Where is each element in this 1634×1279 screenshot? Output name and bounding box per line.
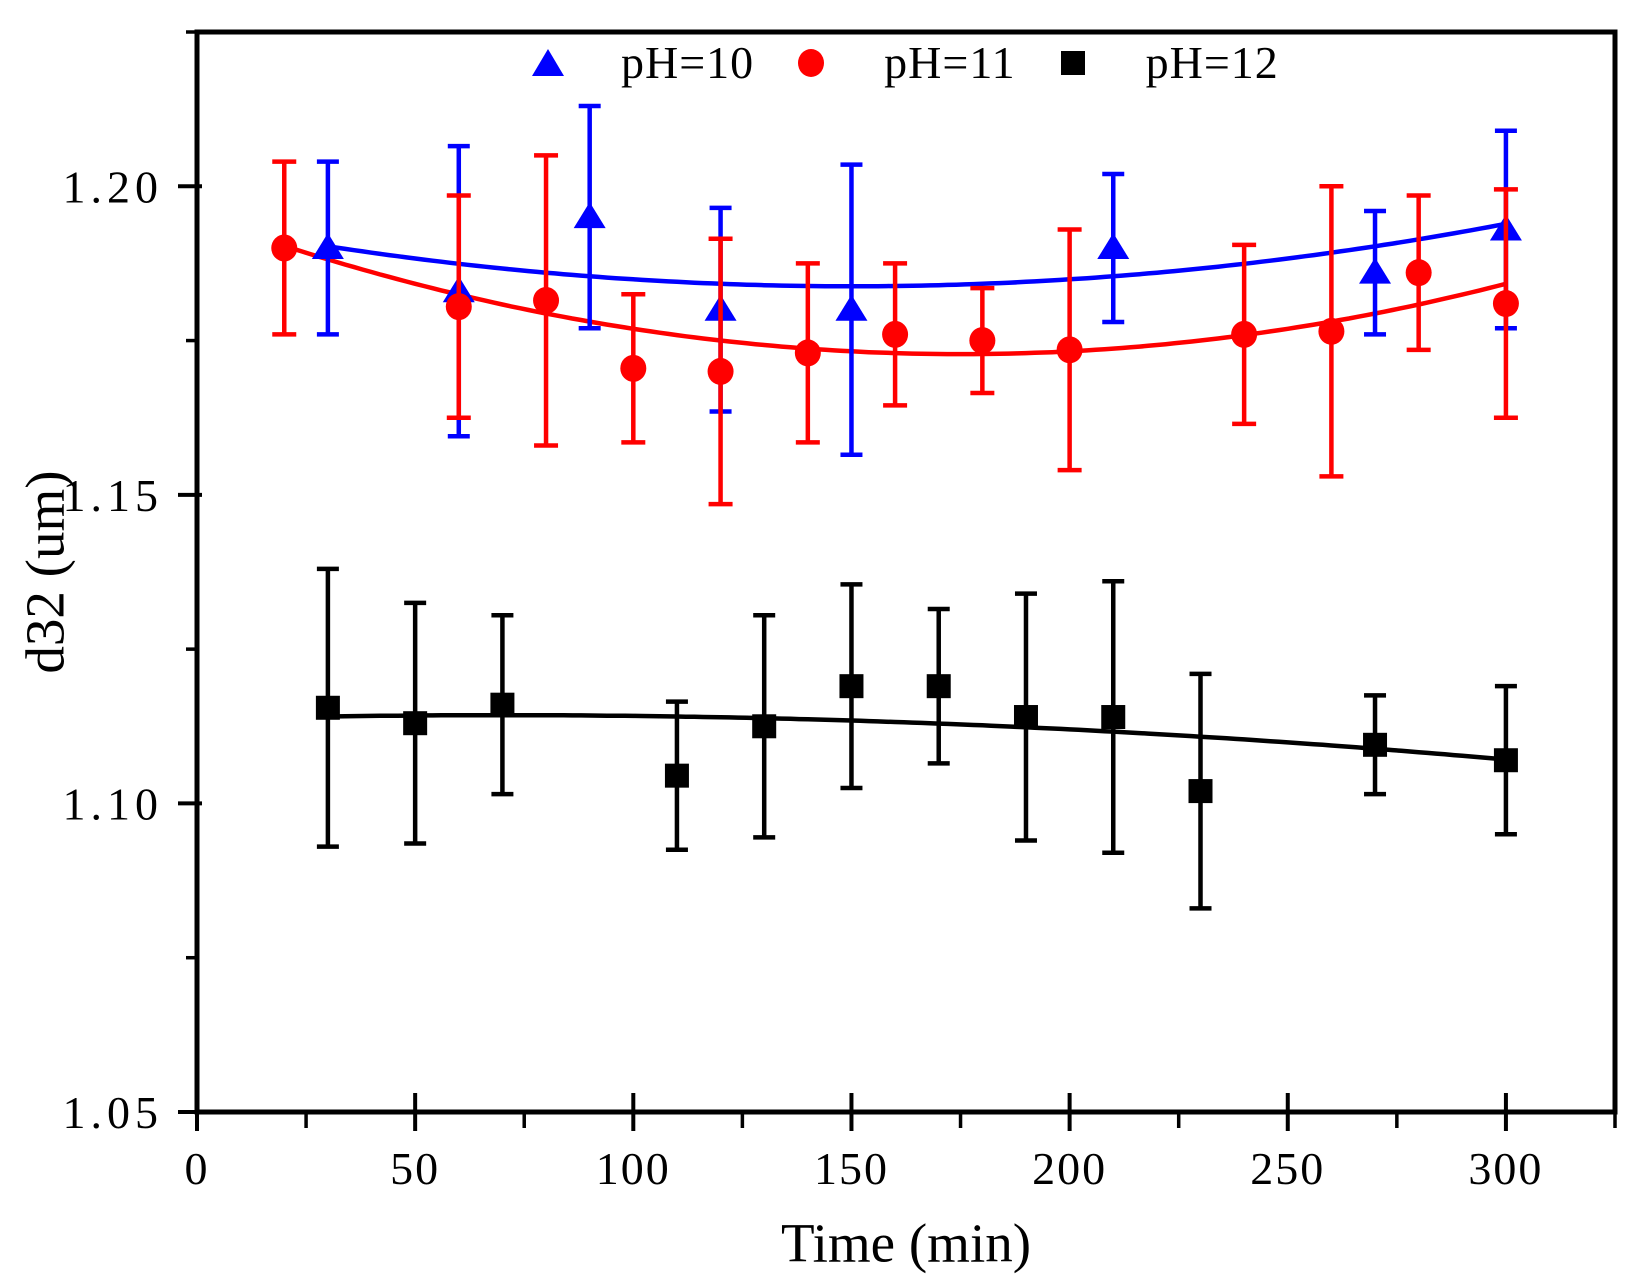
data-point-marker (1231, 320, 1258, 348)
x-tick-label: 300 (1468, 1143, 1543, 1194)
data-point-marker (1013, 705, 1038, 730)
x-tick-label: 0 (185, 1143, 210, 1194)
data-point-marker (1492, 290, 1519, 318)
legend-label-ph10: pH=10 (621, 37, 755, 88)
data-point-marker (1359, 257, 1392, 284)
data-point-marker (707, 357, 734, 385)
legend-item-ph10: pH=10 (530, 40, 754, 86)
data-point-marker (835, 294, 868, 321)
data-point-marker (271, 234, 298, 262)
data-point-marker (573, 202, 606, 229)
data-point-marker (839, 674, 864, 699)
data-point-marker (926, 674, 951, 699)
legend-item-ph12: pH=12 (1055, 40, 1279, 86)
x-tick-label: 50 (390, 1143, 440, 1194)
data-point-marker (533, 286, 560, 314)
data-point-marker (969, 327, 996, 355)
data-point-marker (664, 763, 689, 788)
x-axis-title: Time (min) (780, 1212, 1032, 1274)
fit-curve (327, 712, 1507, 762)
y-tick-label: 1.15 (63, 470, 164, 521)
data-point-marker (620, 354, 647, 382)
legend: pH=10 pH=11 pH=12 (530, 36, 1279, 90)
data-point-marker (882, 320, 909, 348)
y-axis-title: d32 (um) (14, 470, 76, 674)
x-tick-label: 150 (814, 1143, 889, 1194)
data-point-marker (490, 692, 515, 717)
x-tick-label: 200 (1032, 1143, 1107, 1194)
fit-curve (327, 221, 1507, 289)
data-point-marker (1101, 705, 1126, 730)
plot-frame (194, 29, 1618, 1115)
x-tick-label: 100 (596, 1143, 671, 1194)
data-point-marker (311, 233, 344, 259)
y-tick-label: 1.20 (63, 161, 164, 212)
y-tick-label: 1.05 (63, 1087, 164, 1138)
data-point-marker (752, 714, 777, 739)
data-point-marker (315, 695, 340, 720)
x-tick-label: 250 (1250, 1143, 1325, 1194)
data-point-marker (1493, 748, 1518, 773)
legend-item-ph11: pH=11 (793, 40, 1015, 86)
circle-marker-icon (798, 49, 825, 77)
data-point-marker (1097, 233, 1130, 259)
data-point-marker (1363, 732, 1388, 757)
data-point-marker (794, 339, 821, 367)
data-point-marker (1188, 779, 1213, 804)
square-marker-icon (1060, 51, 1085, 75)
data-point-marker (445, 293, 472, 321)
y-tick-label: 1.10 (63, 778, 164, 829)
data-point-marker (1405, 259, 1432, 287)
data-point-marker (403, 711, 428, 736)
legend-label-ph12: pH=12 (1145, 37, 1279, 88)
data-point-marker (1318, 317, 1345, 345)
legend-label-ph11: pH=11 (884, 37, 1016, 88)
data-point-marker (1056, 336, 1083, 364)
triangle-marker-icon (532, 49, 564, 76)
